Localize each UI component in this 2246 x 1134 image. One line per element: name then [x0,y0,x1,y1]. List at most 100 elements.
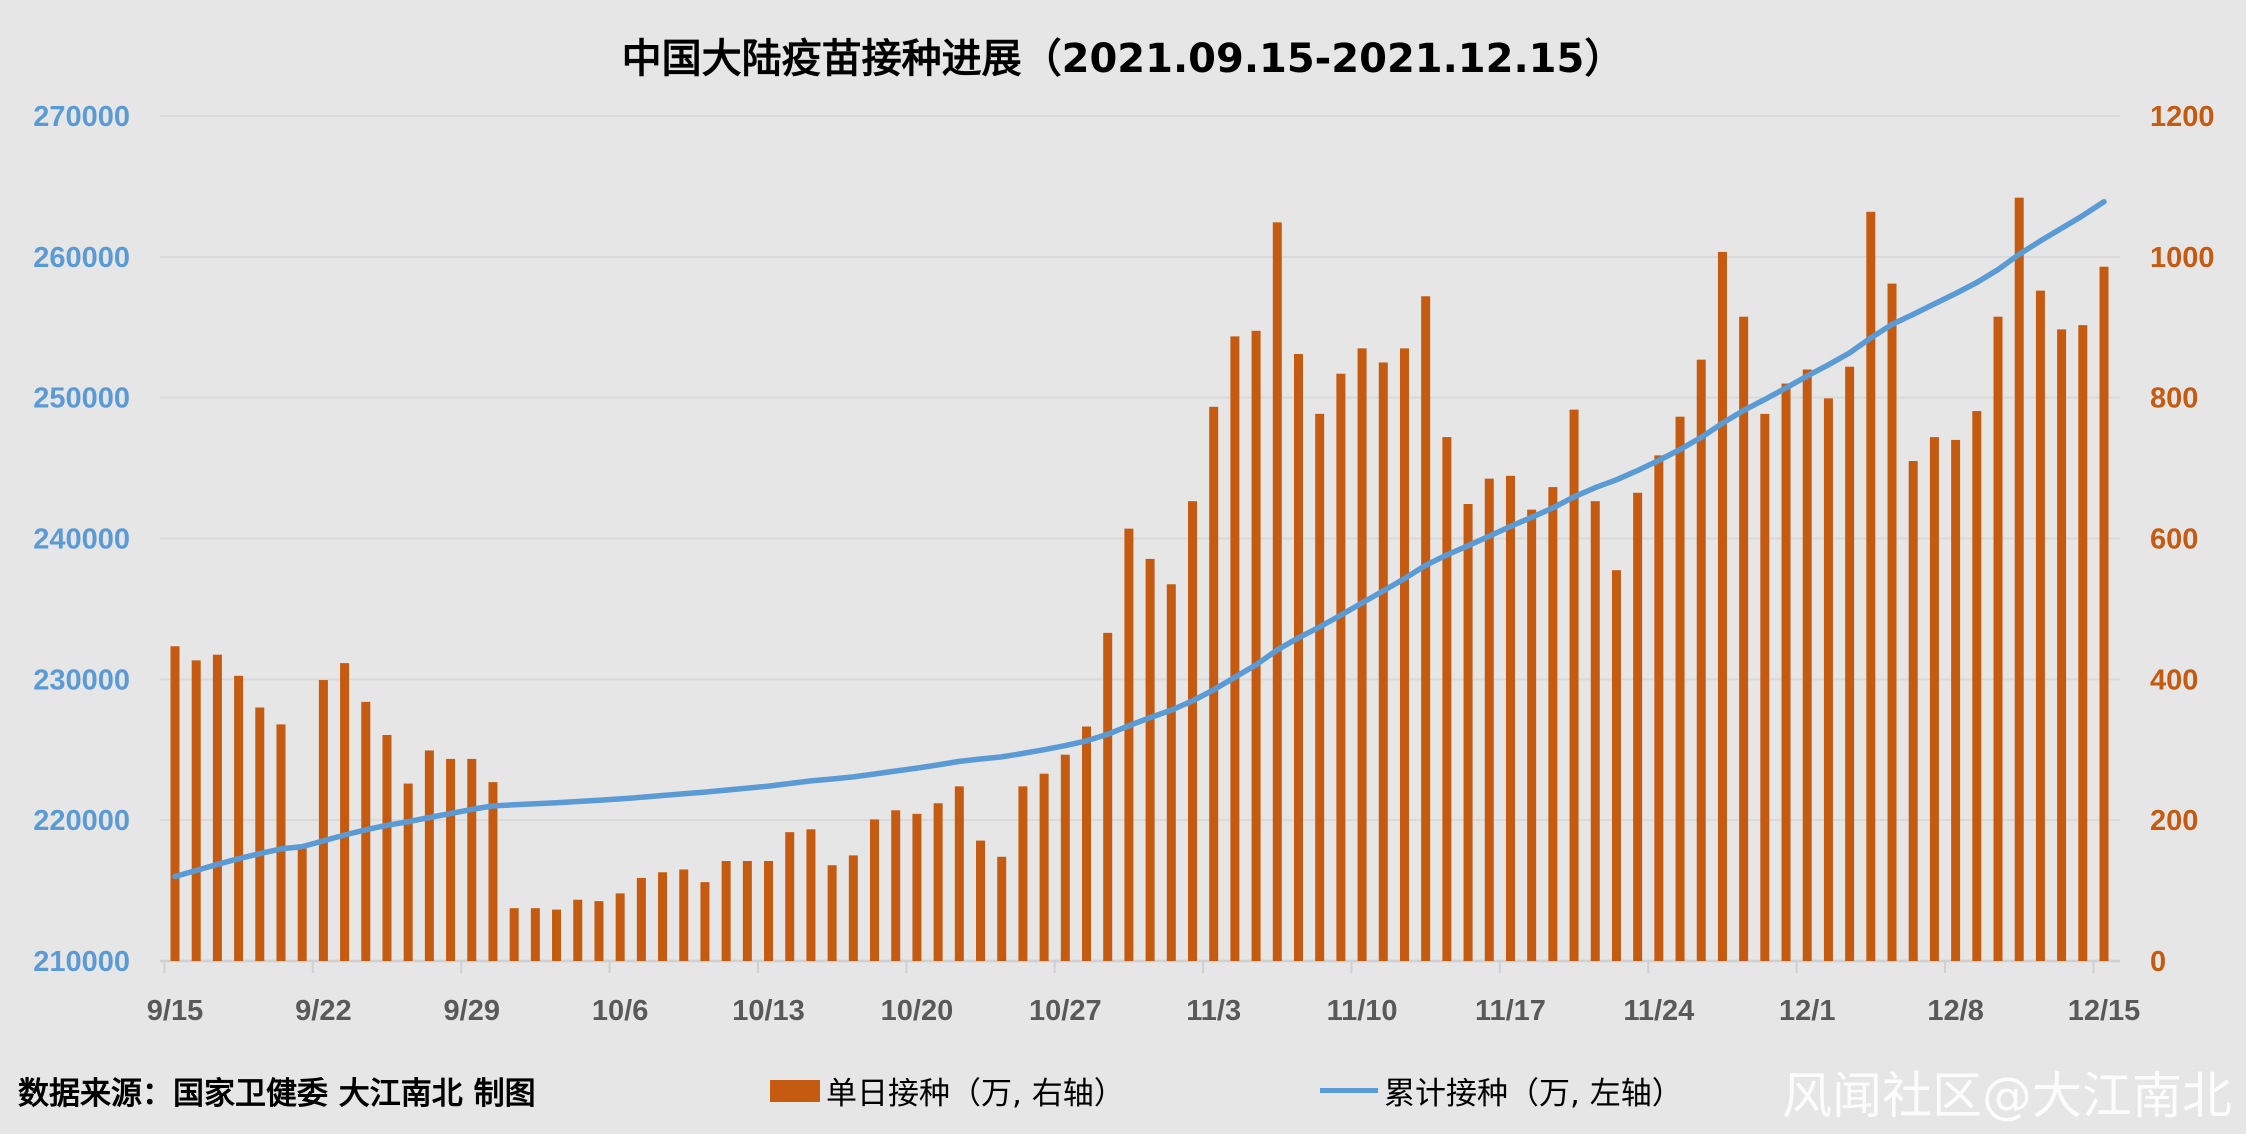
bar-daily-10-17 [848,855,858,961]
right-axis-tick-label: 400 [2150,664,2198,696]
bar-daily-11-12 [1399,348,1409,961]
chart-title: 中国大陆疫苗接种进展（2021.09.15-2021.12.15） [621,36,1625,82]
left-axis-tick-label: 230000 [33,664,130,696]
bar-daily-10-19 [891,810,901,961]
legend-item-cumulative: 累计接种（万, 左轴） [1320,1068,1683,1113]
bar-daily-11-19 [1548,487,1558,961]
bar-daily-12-5 [1887,283,1897,961]
bar-daily-11-25 [1675,416,1685,961]
bar-daily-10-3 [552,909,562,961]
bar-daily-10-11 [721,861,731,961]
bar-daily-11-21 [1590,501,1600,961]
bar-daily-12-15 [2099,266,2109,962]
x-axis-tick-label: 11/10 [1327,995,1398,1027]
x-axis-tick-label: 9/29 [444,995,500,1027]
watermark: 风闻社区@大江南北 [1782,1067,2232,1125]
x-axis-tick-label: 11/3 [1186,995,1241,1027]
bar-daily-12-8 [1951,439,1961,962]
bar-daily-10-7 [636,877,646,961]
bar-daily-11-15 [1463,503,1473,961]
bar-daily-10-26 [1039,773,1049,961]
bar-daily-10-18 [870,819,880,961]
bar-daily-9-28 [446,758,456,961]
bar-daily-10-22 [954,786,964,961]
left-axis-tick-label: 270000 [33,101,130,133]
bar-daily-11-30 [1781,383,1791,961]
bar-daily-10-24 [997,856,1007,961]
legend-bar-swatch [770,1079,820,1102]
bar-daily-10-8 [658,872,668,961]
left-axis-tick-label: 220000 [33,805,130,837]
bar-daily-10-14 [785,832,795,961]
x-axis-tick-label: 9/15 [147,995,203,1027]
bar-daily-11-28 [1739,316,1749,961]
x-axis-tick-label: 9/22 [295,995,351,1027]
bar-daily-11-23 [1633,492,1643,961]
bar-daily-11-29 [1760,413,1770,961]
bar-daily-11-16 [1484,478,1494,961]
x-axis-tick-label: 10/13 [732,995,805,1027]
right-axis-tick-label: 800 [2150,383,2198,415]
bar-daily-12-1 [1802,369,1812,961]
bar-daily-11-8 [1315,413,1325,961]
bar-daily-12-13 [2057,329,2067,961]
bar-daily-12-4 [1866,211,1876,961]
bar-daily-11-10 [1357,348,1367,961]
bar-daily-10-20 [912,813,922,961]
left-axis-tick-label: 210000 [33,946,130,978]
bar-daily-10-23 [976,840,986,961]
x-axis-tick-label: 12/8 [1927,995,1983,1027]
x-axis-tick-label: 12/1 [1779,995,1835,1027]
bar-daily-10-27 [1060,754,1070,961]
bar-daily-11-1 [1166,584,1176,961]
right-axis-tick-label: 1200 [2150,101,2215,133]
legend-item-daily: 单日接种（万, 右轴） [770,1068,1125,1113]
bar-daily-10-16 [827,865,837,961]
bar-daily-10-1 [509,908,519,961]
x-axis-tick-label: 10/6 [592,995,648,1027]
bar-daily-10-31 [1145,558,1155,961]
bar-daily-9-15 [170,646,180,961]
bar-daily-10-15 [806,829,816,961]
bar-daily-10-29 [1103,632,1113,961]
left-axis-tick-label: 250000 [33,383,130,415]
bar-daily-11-13 [1421,296,1431,961]
bar-daily-11-5 [1251,330,1261,961]
right-axis-tick-label: 200 [2150,805,2198,837]
bar-daily-10-2 [530,908,540,961]
bar-daily-10-5 [594,901,604,961]
bar-daily-9-21 [297,846,307,961]
bar-daily-11-9 [1336,373,1346,962]
bar-daily-10-12 [742,861,752,961]
bar-daily-12-14 [2078,325,2088,961]
bar-daily-9-27 [424,750,434,961]
bar-daily-11-7 [1293,354,1303,962]
bar-daily-11-2 [1187,501,1197,961]
legend-label-cumulative: 累计接种（万, 左轴） [1384,1076,1683,1112]
line-cumulative [172,198,2107,880]
x-axis-tick-label: 12/15 [2068,995,2141,1027]
right-axis-tick-label: 0 [2150,946,2166,978]
bar-daily-10-4 [573,899,583,961]
bar-daily-11-18 [1527,509,1537,961]
x-axis-tick-label: 11/24 [1623,995,1694,1027]
bar-daily-11-14 [1442,437,1452,962]
legend-label-daily: 单日接种（万, 右轴） [826,1076,1125,1112]
bar-daily-10-30 [1124,528,1134,961]
bar-daily-10-6 [615,893,625,961]
bar-daily-9-25 [382,734,392,961]
bar-daily-11-24 [1654,455,1664,961]
right-axis-tick-label: 600 [2150,524,2198,556]
bar-daily-12-11 [2014,197,2024,961]
bar-daily-11-26 [1696,359,1706,961]
bar-daily-9-17 [212,654,222,961]
bar-daily-9-20 [276,724,286,961]
bar-daily-12-9 [1972,411,1982,961]
bar-daily-11-22 [1611,570,1621,961]
bar-daily-10-10 [700,882,710,961]
left-axis-tick-label: 240000 [33,524,130,556]
bar-daily-11-27 [1717,251,1727,961]
bar-daily-9-23 [340,663,350,961]
bar-daily-10-25 [1018,786,1028,961]
